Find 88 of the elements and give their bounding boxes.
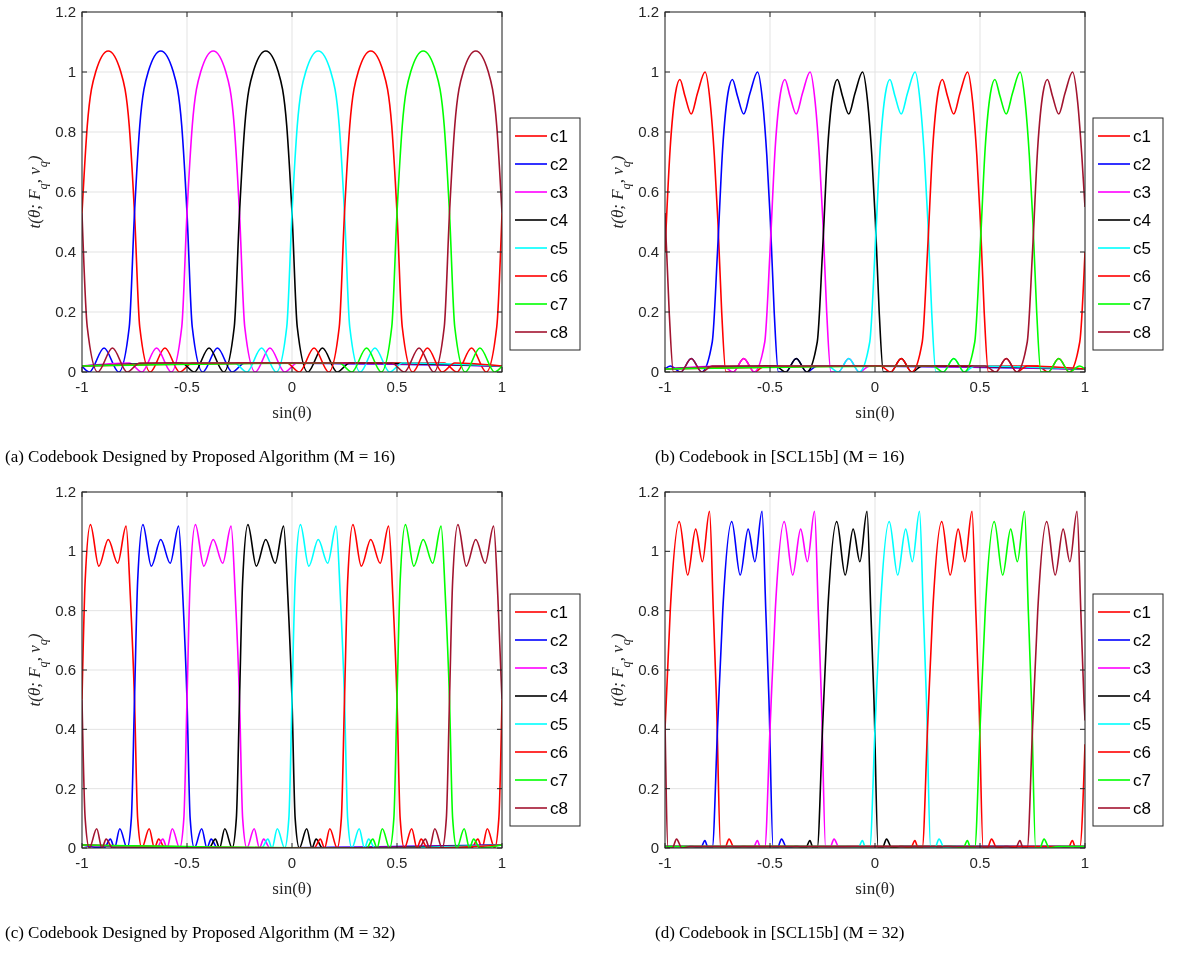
x-axis-title: sin(θ)	[855, 879, 895, 898]
y-tick-label: 1	[67, 542, 76, 560]
y-tick-label: 0	[650, 363, 659, 380]
legend-label: c5	[1133, 239, 1151, 258]
y-tick-label: 0.4	[55, 720, 76, 738]
legend-label: c4	[550, 687, 568, 706]
x-axis-title: sin(θ)	[855, 403, 895, 422]
y-tick-label: 1.2	[638, 483, 659, 500]
y-tick-label: 1	[650, 542, 659, 560]
y-tick-label: 0	[67, 839, 76, 856]
x-tick-label: 1	[1080, 378, 1090, 395]
legend-label: c2	[1133, 155, 1151, 174]
legend-label: c7	[1133, 295, 1151, 314]
legend-label: c3	[1133, 183, 1151, 202]
legend-label: c3	[1133, 659, 1151, 678]
y-tick-label: 0.4	[638, 720, 659, 738]
y-tick-label: 1.2	[55, 3, 76, 20]
x-tick-label: -1	[75, 854, 89, 871]
text: (a) Codebook Designed by Proposed Algorithm (M = 16)	[5, 447, 396, 466]
y-tick-label: 0.2	[55, 779, 76, 797]
legend-label: c1	[550, 127, 568, 146]
x-tick-label: -0.5	[757, 378, 783, 395]
x-axis-title: sin(θ)	[272, 403, 312, 422]
legend-label: c5	[1133, 715, 1151, 734]
x-tick-label: 0	[870, 378, 880, 395]
legend-label: c5	[550, 239, 568, 258]
x-tick-label: 1	[497, 378, 507, 395]
x-tick-label: -0.5	[757, 854, 783, 871]
x-tick-label: -1	[658, 378, 672, 395]
y-tick-label: 1.2	[55, 483, 76, 500]
text: (b) Codebook in [SCL15b] (M = 16)	[655, 447, 905, 466]
x-axis-title: sin(θ)	[272, 879, 312, 898]
legend-label: c1	[550, 603, 568, 622]
legend-label: c3	[550, 183, 568, 202]
x-tick-label: 1	[1080, 854, 1090, 871]
legend-label: c3	[550, 659, 568, 678]
legend-label: c8	[550, 799, 568, 818]
legend-label: c2	[550, 631, 568, 650]
x-tick-label: -1	[75, 378, 89, 395]
legend-label: c7	[550, 771, 568, 790]
y-tick-label: 1	[67, 63, 76, 80]
text: (d) Codebook in [SCL15b] (M = 32)	[655, 923, 905, 942]
legend-label: c8	[1133, 323, 1151, 342]
x-tick-label: 0.5	[969, 378, 991, 395]
y-tick-label: 0	[67, 363, 76, 380]
legend-label: c4	[1133, 687, 1151, 706]
legend-label: c2	[550, 155, 568, 174]
legend-label: c8	[550, 323, 568, 342]
y-tick-label: 0.8	[638, 601, 659, 619]
x-tick-label: 0	[870, 854, 880, 871]
legend-label: c4	[1133, 211, 1151, 230]
x-tick-label: -0.5	[174, 854, 200, 871]
y-tick-label: 0.2	[55, 303, 76, 320]
x-tick-label: 0.5	[969, 854, 991, 871]
y-tick-label: 1	[650, 63, 659, 80]
legend-label: c8	[1133, 799, 1151, 818]
y-tick-label: 0.6	[55, 183, 76, 200]
legend-label: c6	[550, 267, 568, 286]
x-tick-label: 0.5	[386, 854, 408, 871]
legend-label: c1	[1133, 127, 1151, 146]
y-tick-label: 0.4	[55, 243, 76, 260]
y-tick-label: 0.8	[55, 601, 76, 619]
text: (c) Codebook Designed by Proposed Algorithm (M = 32)	[5, 923, 396, 942]
x-tick-label: 0.5	[386, 378, 408, 395]
legend-label: c2	[1133, 631, 1151, 650]
legend-label: c6	[1133, 743, 1151, 762]
y-tick-label: 0	[650, 839, 659, 856]
y-tick-label: 0.2	[638, 779, 659, 797]
legend-label: c6	[550, 743, 568, 762]
y-tick-label: 0.6	[55, 661, 76, 678]
legend-label: c7	[550, 295, 568, 314]
y-tick-label: 0.4	[638, 243, 659, 260]
x-tick-label: -0.5	[174, 378, 200, 395]
x-tick-label: 0	[287, 378, 297, 395]
y-tick-label: 0.6	[638, 183, 659, 200]
x-tick-label: 1	[497, 854, 507, 871]
legend-label: c4	[550, 211, 568, 230]
legend-label: c5	[550, 715, 568, 734]
legend-label: c1	[1133, 603, 1151, 622]
legend-label: c7	[1133, 771, 1151, 790]
x-tick-label: -1	[658, 854, 672, 871]
y-tick-label: 0.8	[638, 123, 659, 140]
y-tick-label: 0.2	[638, 303, 659, 320]
y-tick-label: 0.8	[55, 123, 76, 140]
legend-label: c6	[1133, 267, 1151, 286]
x-tick-label: 0	[287, 854, 297, 871]
y-tick-label: 0.6	[638, 661, 659, 678]
y-tick-label: 1.2	[638, 3, 659, 20]
